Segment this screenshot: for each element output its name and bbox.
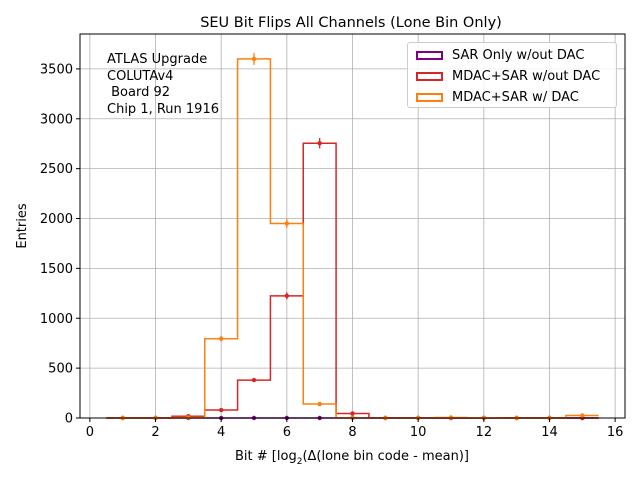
chart-title: SEU Bit Flips All Channels (Lone Bin Onl… xyxy=(200,15,502,31)
x-ticks: 0 2 4 6 8 10 12 14 16 xyxy=(86,418,624,440)
x-axis-label-part-1: Bit # [log xyxy=(235,449,297,464)
annotation-line-2: COLUTAv4 xyxy=(107,68,174,84)
bin-point xyxy=(218,407,224,413)
legend-item-mdac-sar-dac: MDAC+SAR w/ DAC xyxy=(416,88,579,106)
y-tick-label: 2500 xyxy=(40,162,73,177)
y-tick-label: 500 xyxy=(48,362,73,377)
y-axis-label: Entries xyxy=(15,203,30,249)
y-tick-label: 1500 xyxy=(40,262,73,277)
x-tick-label: 6 xyxy=(283,425,291,440)
bin-point xyxy=(251,377,257,383)
x-tick-label: 16 xyxy=(607,425,624,440)
x-tick-label: 10 xyxy=(410,425,427,440)
y-tick-label: 2000 xyxy=(40,212,73,227)
legend-label-mdac-sar-no-dac: MDAC+SAR w/out DAC xyxy=(452,68,601,84)
annotation-line-3: Board 92 xyxy=(107,85,171,100)
y-tick-label: 3000 xyxy=(40,112,73,127)
legend-item-mdac-sar-no-dac: MDAC+SAR w/out DAC xyxy=(416,67,600,85)
x-tick-label: 8 xyxy=(348,425,356,440)
legend-label-sar-only: SAR Only w/out DAC xyxy=(452,47,585,63)
legend-swatch-sar-only xyxy=(416,50,443,60)
legend: SAR Only w/out DAC MDAC+SAR w/out DAC MD… xyxy=(407,42,617,108)
bin-point xyxy=(251,56,257,62)
legend-label-mdac-sar-dac: MDAC+SAR w/ DAC xyxy=(452,89,579,105)
legend-swatch-mdac-sar-dac xyxy=(416,92,443,102)
bin-point xyxy=(317,401,322,407)
bin-point xyxy=(317,141,322,146)
y-tick-label: 3500 xyxy=(40,62,73,77)
bin-point xyxy=(284,293,290,299)
bin-point xyxy=(580,413,585,418)
x-axis-label-part-2: (Δ(lone bin code - mean)] xyxy=(302,449,469,464)
x-axis-label: Bit # [log2(Δ(lone bin code - mean)] xyxy=(235,449,469,467)
x-tick-label: 4 xyxy=(217,425,225,440)
x-tick-label: 12 xyxy=(476,425,493,440)
x-tick-label: 2 xyxy=(151,425,159,440)
bin-point xyxy=(284,221,290,226)
bin-point xyxy=(218,336,224,341)
y-tick-label: 0 xyxy=(65,412,73,427)
legend-item-sar-only: SAR Only w/out DAC xyxy=(416,46,584,64)
y-tick-label: 1000 xyxy=(40,312,73,327)
annotation-line-4: Chip 1, Run 1916 xyxy=(107,101,219,117)
annotation-line-1: ATLAS Upgrade xyxy=(107,52,208,67)
x-axis-label-subscript: 2 xyxy=(297,457,303,467)
bin-point xyxy=(350,411,355,416)
y-ticks: 0 500 1000 1500 2000 2500 3000 3500 xyxy=(40,62,80,427)
legend-swatch-mdac-sar-no-dac xyxy=(416,71,443,81)
x-tick-label: 14 xyxy=(541,425,558,440)
x-tick-label: 0 xyxy=(86,425,94,440)
run-annotation: ATLAS Upgrade COLUTAv4 Board 92 Chip 1, … xyxy=(107,52,219,118)
